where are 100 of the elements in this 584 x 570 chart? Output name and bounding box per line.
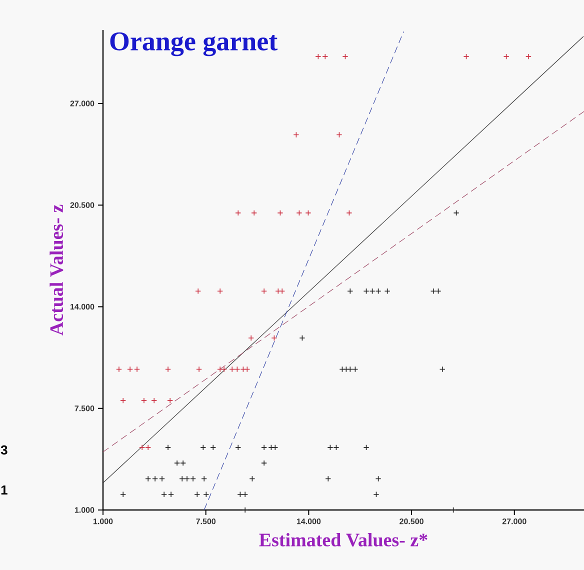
- point: [375, 476, 382, 482]
- point: [165, 444, 172, 450]
- point: [363, 444, 370, 450]
- point: [179, 476, 186, 482]
- point: [277, 210, 284, 216]
- chart-title: Orange garnet: [110, 32, 278, 56]
- point: [339, 366, 346, 372]
- point: [237, 491, 244, 498]
- point: [322, 54, 328, 60]
- point: [327, 444, 334, 450]
- point: [127, 366, 134, 372]
- point: [352, 366, 358, 372]
- point: [261, 444, 268, 450]
- x-tick-label: 7.500: [196, 518, 216, 524]
- point: [463, 54, 470, 60]
- y-tick-label: 1.000: [74, 507, 94, 513]
- point: [315, 54, 322, 60]
- x-axis-title: Estimated Values- z*: [259, 533, 428, 547]
- point: [435, 288, 442, 294]
- point: [384, 288, 390, 294]
- point: [369, 288, 376, 294]
- point: [261, 288, 268, 294]
- point: [139, 444, 146, 450]
- point: [180, 460, 186, 466]
- point: [251, 210, 258, 216]
- y-tick-label: 27.000: [70, 100, 94, 106]
- point: [249, 476, 256, 482]
- point: [271, 335, 278, 342]
- point: [210, 444, 216, 450]
- point: [375, 288, 382, 294]
- point: [268, 444, 274, 450]
- point: [174, 460, 180, 466]
- point: [333, 444, 340, 450]
- point: [248, 335, 254, 342]
- text: 3: [0, 445, 8, 455]
- y-tick-label: 14.000: [70, 304, 94, 310]
- point: [503, 54, 510, 60]
- point: [168, 491, 174, 498]
- point: [229, 366, 236, 372]
- point: [152, 476, 158, 482]
- point: [120, 398, 126, 404]
- point: [293, 132, 300, 138]
- point: [240, 366, 246, 372]
- point: [299, 335, 306, 342]
- point: [453, 210, 460, 216]
- point: [203, 491, 210, 498]
- point: [200, 444, 206, 450]
- point: [275, 288, 282, 294]
- point: [296, 210, 302, 216]
- point: [235, 210, 242, 216]
- x-tick-label: 14.000: [296, 518, 321, 524]
- point: [373, 491, 380, 498]
- point: [343, 366, 350, 372]
- point: [234, 366, 240, 372]
- point: [235, 444, 242, 450]
- point: [194, 491, 200, 498]
- point: [430, 288, 436, 294]
- point: [190, 476, 196, 482]
- point: [167, 398, 174, 404]
- point: [336, 132, 342, 138]
- y-tick-label: 20.500: [70, 202, 94, 208]
- point: [116, 366, 122, 372]
- point: [279, 288, 286, 294]
- point: [145, 444, 152, 450]
- point: [347, 366, 354, 372]
- point: [145, 476, 152, 482]
- x-tick-label: 1.000: [94, 518, 113, 524]
- y-axis-title: Actual Values- z: [50, 204, 64, 336]
- point: [217, 288, 224, 294]
- point: [151, 398, 158, 404]
- x-tick-label: 20.500: [400, 518, 424, 524]
- point: [244, 366, 250, 372]
- point: [305, 210, 312, 216]
- point: [196, 366, 202, 372]
- point: [184, 476, 190, 482]
- point: [217, 366, 224, 372]
- point: [242, 506, 248, 513]
- point: [242, 491, 248, 498]
- point: [272, 444, 278, 450]
- x-tick-label: 27.000: [502, 518, 526, 524]
- point: [346, 210, 352, 216]
- point: [134, 366, 140, 372]
- point: [159, 476, 166, 482]
- text: 1: [1, 486, 8, 494]
- point: [347, 288, 354, 294]
- point: [363, 288, 370, 294]
- point: [439, 366, 446, 372]
- point: [342, 54, 348, 60]
- point: [525, 54, 532, 60]
- point: [221, 366, 228, 372]
- point: [201, 476, 208, 482]
- y-tick-label: 7.500: [74, 406, 94, 412]
- point: [120, 491, 126, 498]
- point: [165, 366, 172, 372]
- point: [140, 398, 147, 404]
- point: [450, 506, 456, 513]
- point: [261, 460, 268, 466]
- point: [195, 288, 202, 294]
- point: [161, 491, 168, 498]
- point: [325, 476, 332, 482]
